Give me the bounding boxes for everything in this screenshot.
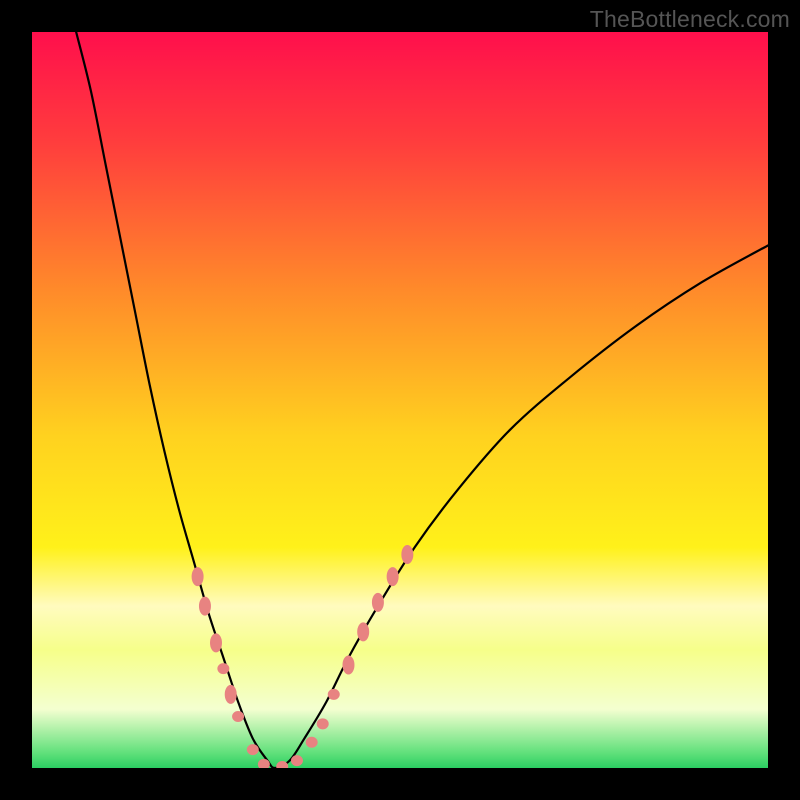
curve-marker bbox=[192, 568, 203, 586]
curve-marker bbox=[247, 745, 258, 755]
curve-marker bbox=[211, 634, 222, 652]
curve-marker bbox=[218, 664, 229, 674]
gradient-rect bbox=[32, 32, 768, 768]
curve-marker bbox=[402, 546, 413, 564]
outer-frame: TheBottleneck.com bbox=[0, 0, 800, 800]
curve-marker bbox=[306, 737, 317, 747]
plot-svg bbox=[32, 32, 768, 768]
curve-marker bbox=[328, 689, 339, 699]
watermark-text: TheBottleneck.com bbox=[590, 6, 790, 33]
curve-marker bbox=[291, 756, 302, 766]
curve-marker bbox=[317, 719, 328, 729]
curve-marker bbox=[277, 762, 288, 768]
curve-marker bbox=[199, 597, 210, 615]
curve-marker bbox=[358, 623, 369, 641]
curve-marker bbox=[258, 759, 269, 768]
curve-marker bbox=[225, 685, 236, 703]
curve-marker bbox=[387, 568, 398, 586]
curve-marker bbox=[233, 711, 244, 721]
curve-marker bbox=[372, 593, 383, 611]
bottleneck-plot bbox=[32, 32, 768, 768]
curve-marker bbox=[343, 656, 354, 674]
